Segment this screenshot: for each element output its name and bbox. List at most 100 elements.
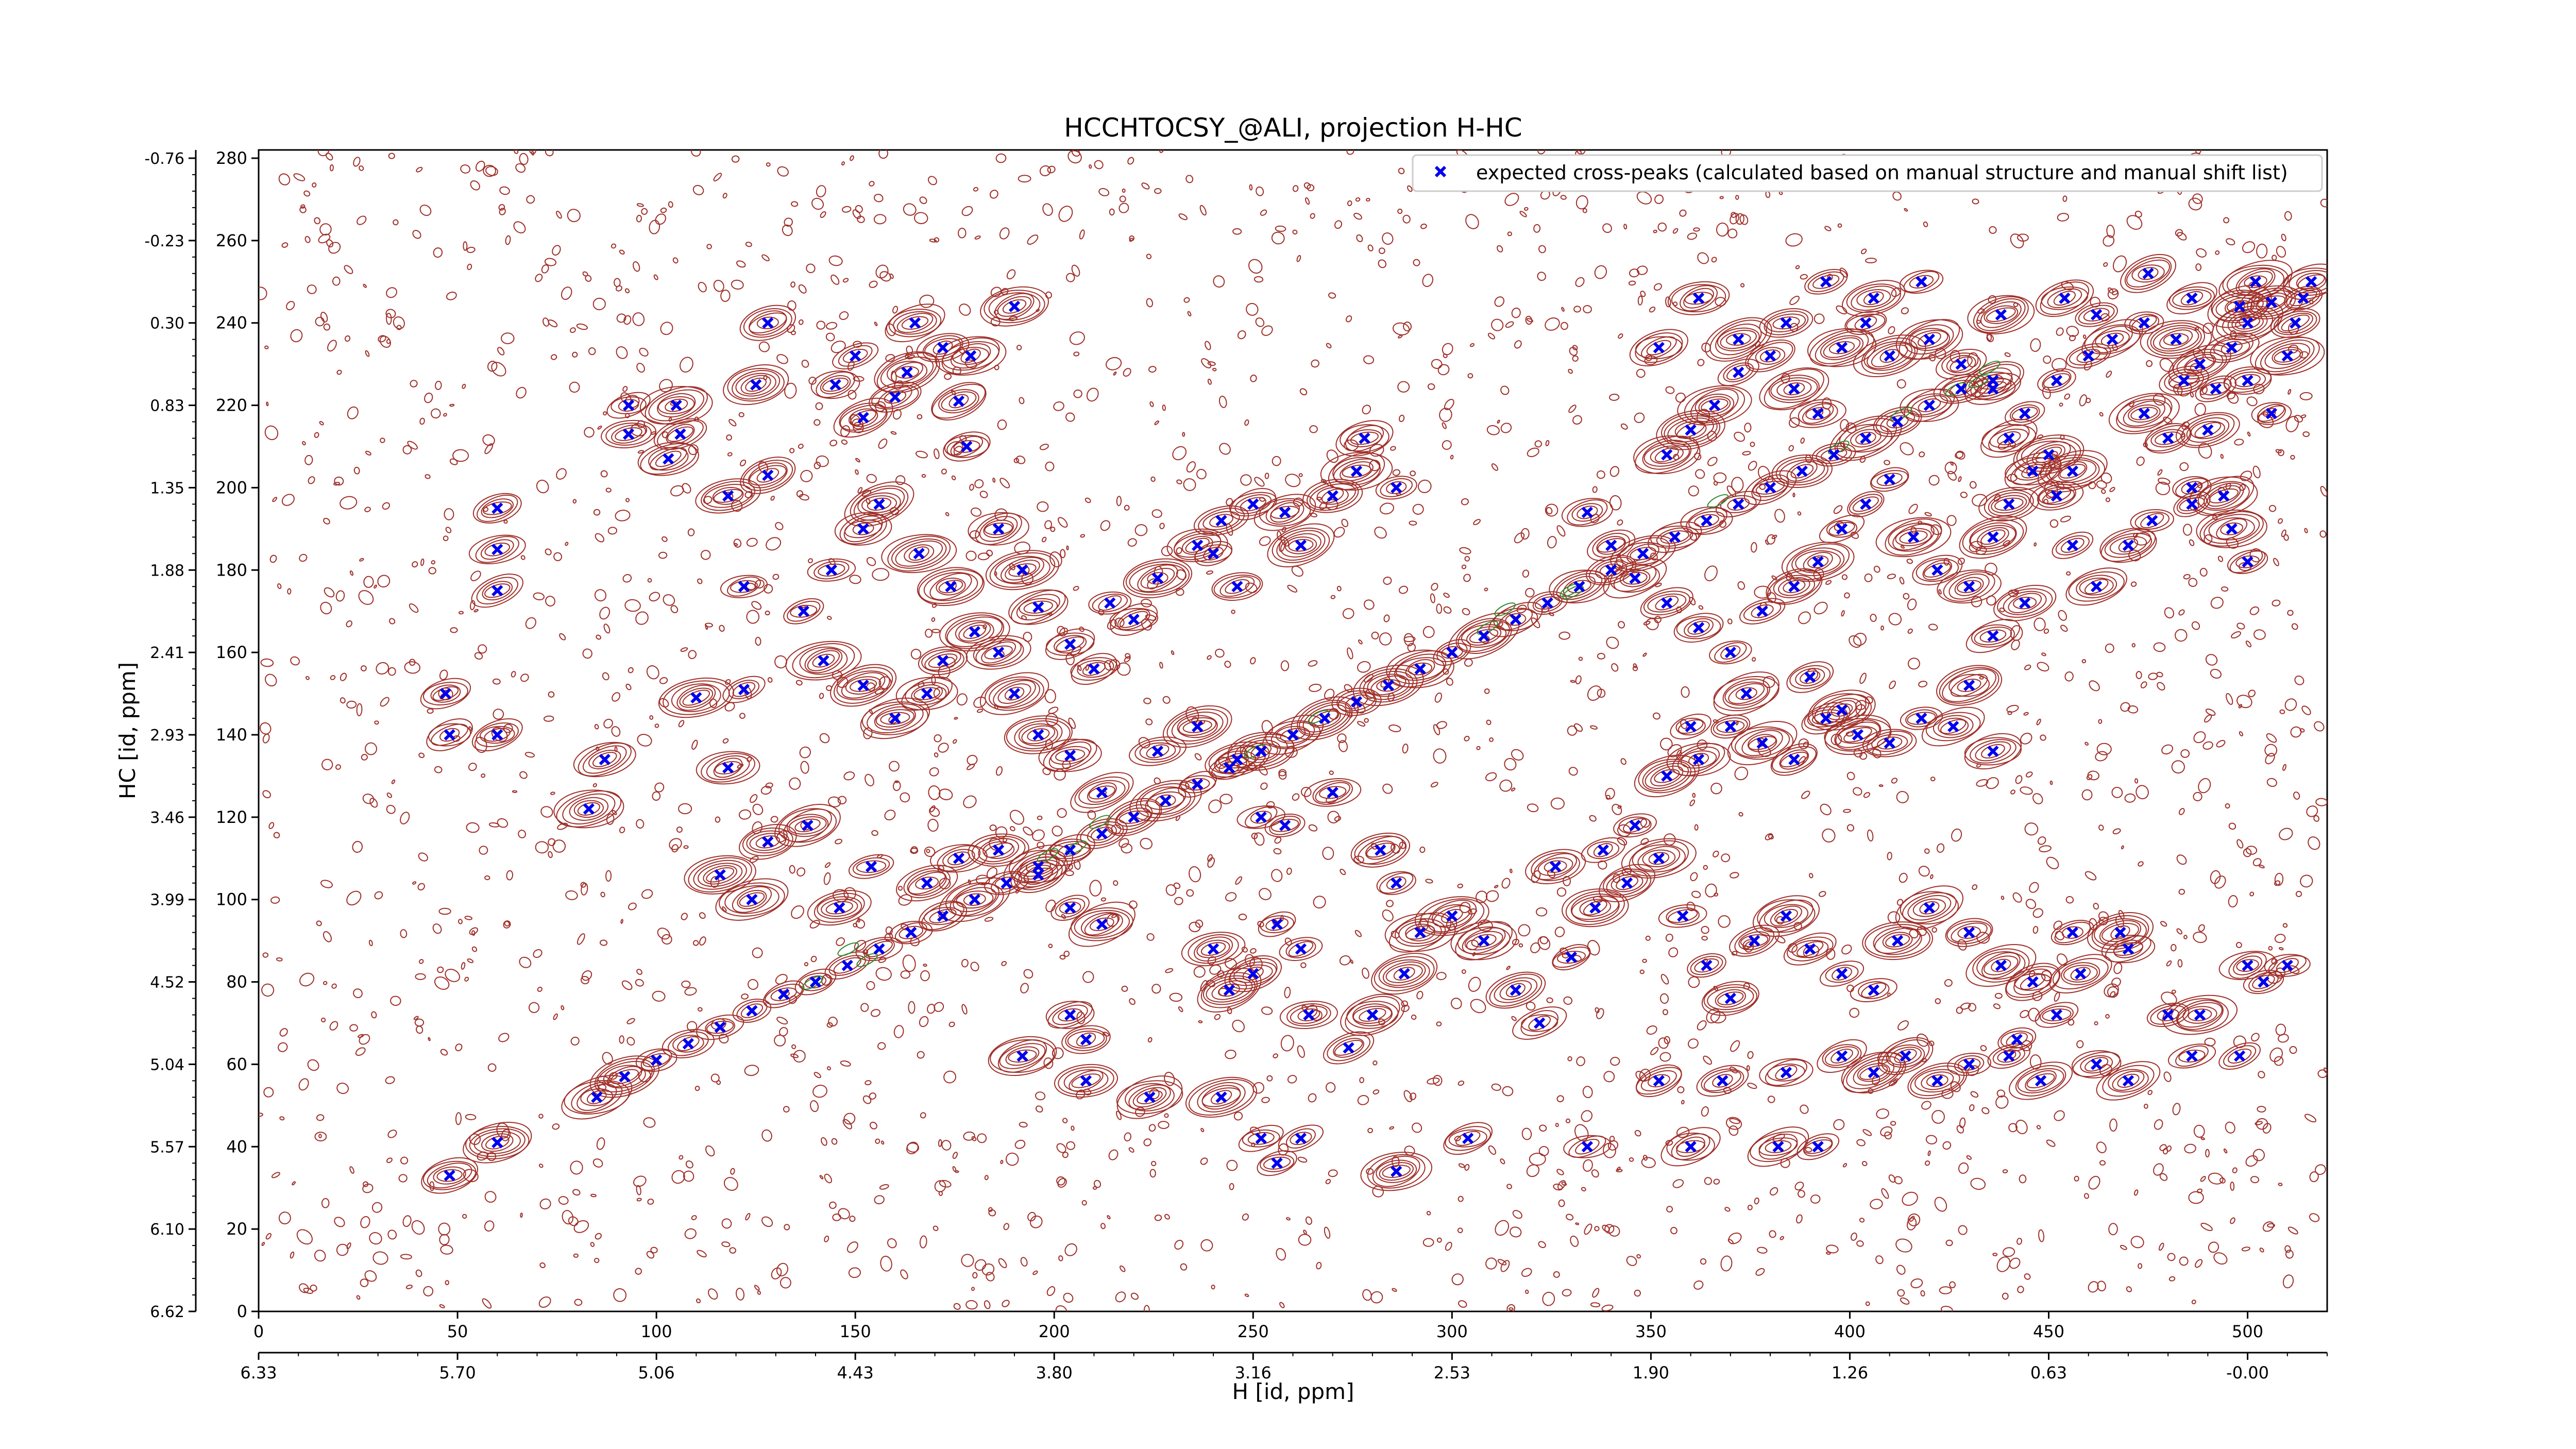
noise-contour [943, 1070, 956, 1084]
noise-contour [1581, 1110, 1593, 1122]
noise-contour [917, 414, 923, 419]
noise-contour [434, 766, 443, 773]
noise-contour [1565, 1118, 1571, 1123]
noise-contour [1713, 1178, 1720, 1185]
noise-contour [420, 558, 425, 566]
noise-contour [1499, 779, 1513, 792]
noise-contour [2006, 704, 2019, 713]
noise-contour [1545, 317, 1560, 331]
noise-contour [411, 1220, 425, 1235]
noise-contour [1725, 1117, 1742, 1130]
noise-contour [643, 1117, 656, 1128]
noise-contour [2202, 741, 2213, 750]
noise-contour [706, 244, 712, 249]
noise-contour [374, 720, 379, 725]
noise-contour [2255, 1121, 2263, 1125]
noise-contour [474, 652, 483, 660]
noise-contour [1398, 414, 1405, 423]
noise-contour [974, 479, 984, 488]
noise-contour [2281, 529, 2286, 537]
noise-contour [970, 962, 979, 972]
noise-contour [1154, 1215, 1162, 1221]
noise-contour [449, 403, 455, 407]
noise-contour [716, 1080, 721, 1085]
noise-contour [1628, 280, 1636, 286]
noise-contour [1044, 689, 1056, 703]
noise-contour [2301, 705, 2311, 715]
noise-contour [1286, 1217, 1291, 1221]
noise-contour [678, 803, 692, 815]
noise-contour [1032, 1270, 1038, 1275]
noise-contour [826, 322, 838, 330]
noise-contour [471, 930, 476, 936]
noise-contour [1704, 565, 1718, 581]
noise-contour [2084, 742, 2089, 746]
noise-contour [1489, 737, 1494, 742]
noise-contour [685, 1160, 693, 1169]
noise-contour [1145, 718, 1153, 726]
noise-contour [1303, 1229, 1307, 1235]
noise-contour [2195, 263, 2202, 271]
noise-contour [976, 709, 984, 713]
noise-contour [1240, 474, 1252, 486]
noise-contour [925, 629, 933, 638]
noise-contour [1888, 326, 1895, 334]
noise-contour [1767, 1096, 1775, 1103]
noise-contour [319, 223, 332, 235]
noise-contour [1422, 626, 1435, 638]
noise-contour [1054, 768, 1066, 781]
noise-contour [999, 227, 1010, 240]
noise-contour [1189, 921, 1201, 933]
noise-contour [262, 733, 270, 744]
noise-contour [2083, 361, 2092, 371]
noise-contour [720, 290, 731, 302]
plot-frame [258, 149, 2328, 1312]
noise-contour [984, 917, 994, 922]
noise-contour [1583, 305, 1592, 314]
noise-contour [1688, 485, 1699, 497]
noise-contour [848, 1267, 861, 1278]
noise-contour [319, 421, 324, 426]
noise-contour [1740, 283, 1745, 288]
noise-contour [605, 870, 612, 882]
noise-contour [1637, 295, 1643, 306]
noise-contour [570, 1160, 583, 1175]
noise-contour [2281, 233, 2286, 242]
noise-contour [977, 1133, 987, 1143]
noise-contour [594, 1257, 600, 1263]
noise-contour [705, 625, 708, 630]
noise-contour [1374, 527, 1387, 539]
noise-contour [1728, 1125, 1739, 1136]
noise-contour [878, 439, 888, 449]
noise-contour [409, 603, 419, 613]
noise-contour [1903, 593, 1910, 600]
noise-contour [431, 408, 441, 419]
noise-contour [1495, 1220, 1510, 1236]
noise-contour [592, 783, 597, 787]
noise-contour [455, 1043, 463, 1052]
noise-contour [917, 1051, 925, 1059]
noise-contour [793, 1050, 806, 1063]
noise-contour [1729, 1066, 1738, 1074]
y-tick-label: 200 [216, 478, 247, 497]
noise-contour [581, 970, 592, 981]
noise-contour [969, 530, 980, 539]
noise-contour [825, 332, 835, 342]
noise-contour [565, 890, 578, 900]
noise-contour [614, 746, 618, 752]
noise-contour [1934, 1197, 1947, 1212]
x-tick-label: 200 [1039, 1322, 1070, 1341]
noise-contour [262, 952, 269, 958]
noise-contour [478, 644, 487, 654]
noise-contour [2226, 238, 2235, 246]
noise-contour [1538, 1241, 1546, 1249]
noise-contour [317, 150, 330, 157]
noise-contour [2051, 451, 2058, 457]
noise-contour [541, 264, 549, 274]
noise-contour [385, 309, 396, 318]
noise-contour [304, 235, 311, 243]
noise-contour [1215, 648, 1225, 658]
noise-contour [1897, 1289, 1905, 1297]
noise-contour [2228, 822, 2236, 830]
noise-contour [1500, 385, 1510, 395]
